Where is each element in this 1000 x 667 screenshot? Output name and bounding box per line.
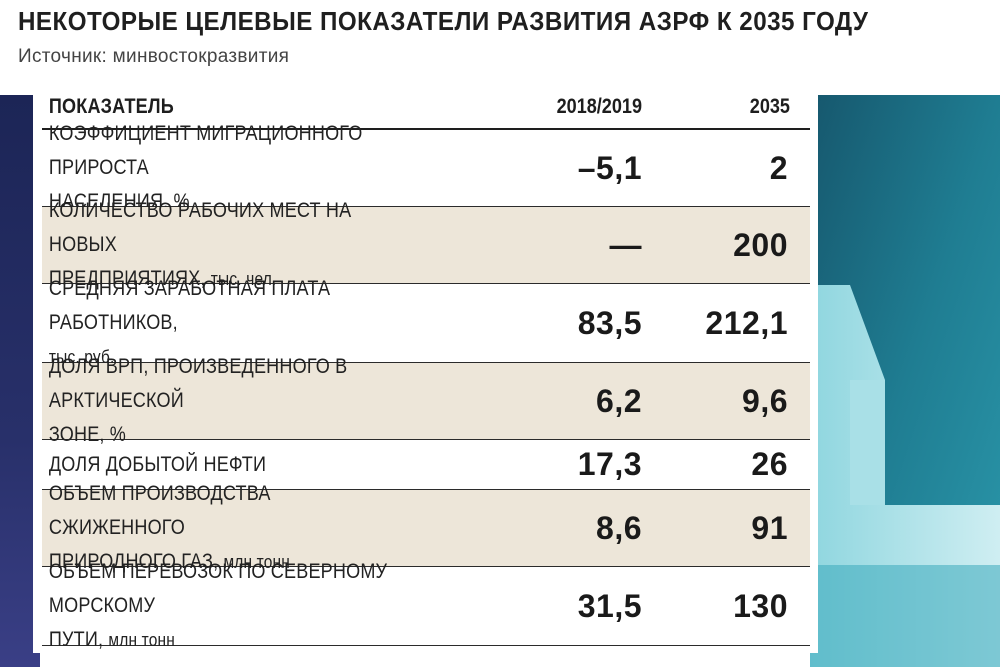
value-2035: 130 xyxy=(733,587,788,624)
value-2018-2019: –5,1 xyxy=(577,149,642,186)
row-label: ОБЪЕМ ПЕРЕВОЗОК ПО СЕВЕРНОМУ МОРСКОМУ ПУТ… xyxy=(48,560,388,651)
value-2035: 212,1 xyxy=(705,304,788,341)
value-2018-2019: 17,3 xyxy=(577,446,642,482)
row-label: ДОЛЯ ДОБЫТОЙ НЕФТИ xyxy=(48,452,267,476)
row-label: ОБЪЕМ ПРОИЗВОДСТВА СЖИЖЕННОГО ПРИРОДНОГО … xyxy=(48,482,290,573)
value-2018-2019: 83,5 xyxy=(577,304,642,341)
row-label: ДОЛЯ ВРП, ПРОИЗВЕДЕННОГО В АРКТИЧЕСКОЙ ЗО… xyxy=(48,355,348,446)
value-2035: 2 xyxy=(769,149,788,186)
table-header-row: ПОКАЗАТЕЛЬ 2018/2019 2035 xyxy=(42,86,810,130)
value-2035: 200 xyxy=(733,226,788,263)
chart-source: Источник: минвостокразвития xyxy=(18,46,290,67)
header-indicator: ПОКАЗАТЕЛЬ xyxy=(48,95,174,118)
row-label: СРЕДНЯЯ ЗАРАБОТНАЯ ПЛАТА РАБОТНИКОВ, тыс.… xyxy=(48,277,331,367)
value-2018-2019: — xyxy=(609,226,642,263)
chart-title: НЕКОТОРЫЕ ЦЕЛЕВЫЕ ПОКАЗАТЕЛИ РАЗВИТИЯ АЗ… xyxy=(18,6,869,36)
header-2035: 2035 xyxy=(749,95,790,118)
value-2035: 9,6 xyxy=(742,382,788,419)
background-decoration xyxy=(0,95,1000,667)
value-2035: 26 xyxy=(751,446,788,482)
value-2018-2019: 6,2 xyxy=(596,382,642,419)
value-2018-2019: 8,6 xyxy=(596,509,642,546)
value-2035: 91 xyxy=(751,509,788,546)
table-row: КОЛИЧЕСТВО РАБОЧИХ МЕСТ НА НОВЫХ ПРЕДПРИЯ… xyxy=(42,199,810,290)
table-row: ДОЛЯ ВРП, ПРОИЗВЕДЕННОГО В АРКТИЧЕСКОЙ ЗО… xyxy=(42,355,810,446)
value-2018-2019: 31,5 xyxy=(577,587,642,624)
table-row: СРЕДНЯЯ ЗАРАБОТНАЯ ПЛАТА РАБОТНИКОВ, тыс.… xyxy=(42,277,810,367)
light-arrow-edge xyxy=(850,380,885,505)
table-row: ОБЪЕМ ПРОИЗВОДСТВА СЖИЖЕННОГО ПРИРОДНОГО … xyxy=(42,482,810,573)
row-label: КОЛИЧЕСТВО РАБОЧИХ МЕСТ НА НОВЫХ ПРЕДПРИЯ… xyxy=(48,199,352,290)
table-row: ОБЪЕМ ПЕРЕВОЗОК ПО СЕВЕРНОМУ МОРСКОМУ ПУТ… xyxy=(42,560,810,651)
header-2018-2019: 2018/2019 xyxy=(556,95,642,118)
data-table: ПОКАЗАТЕЛЬ 2018/2019 2035 КОЭФФИЦИЕНТ МИ… xyxy=(42,86,810,651)
table-row: ДОЛЯ ДОБЫТОЙ НЕФТИ 17,3 26 xyxy=(42,440,810,490)
teal-bottom-band xyxy=(810,565,1000,667)
